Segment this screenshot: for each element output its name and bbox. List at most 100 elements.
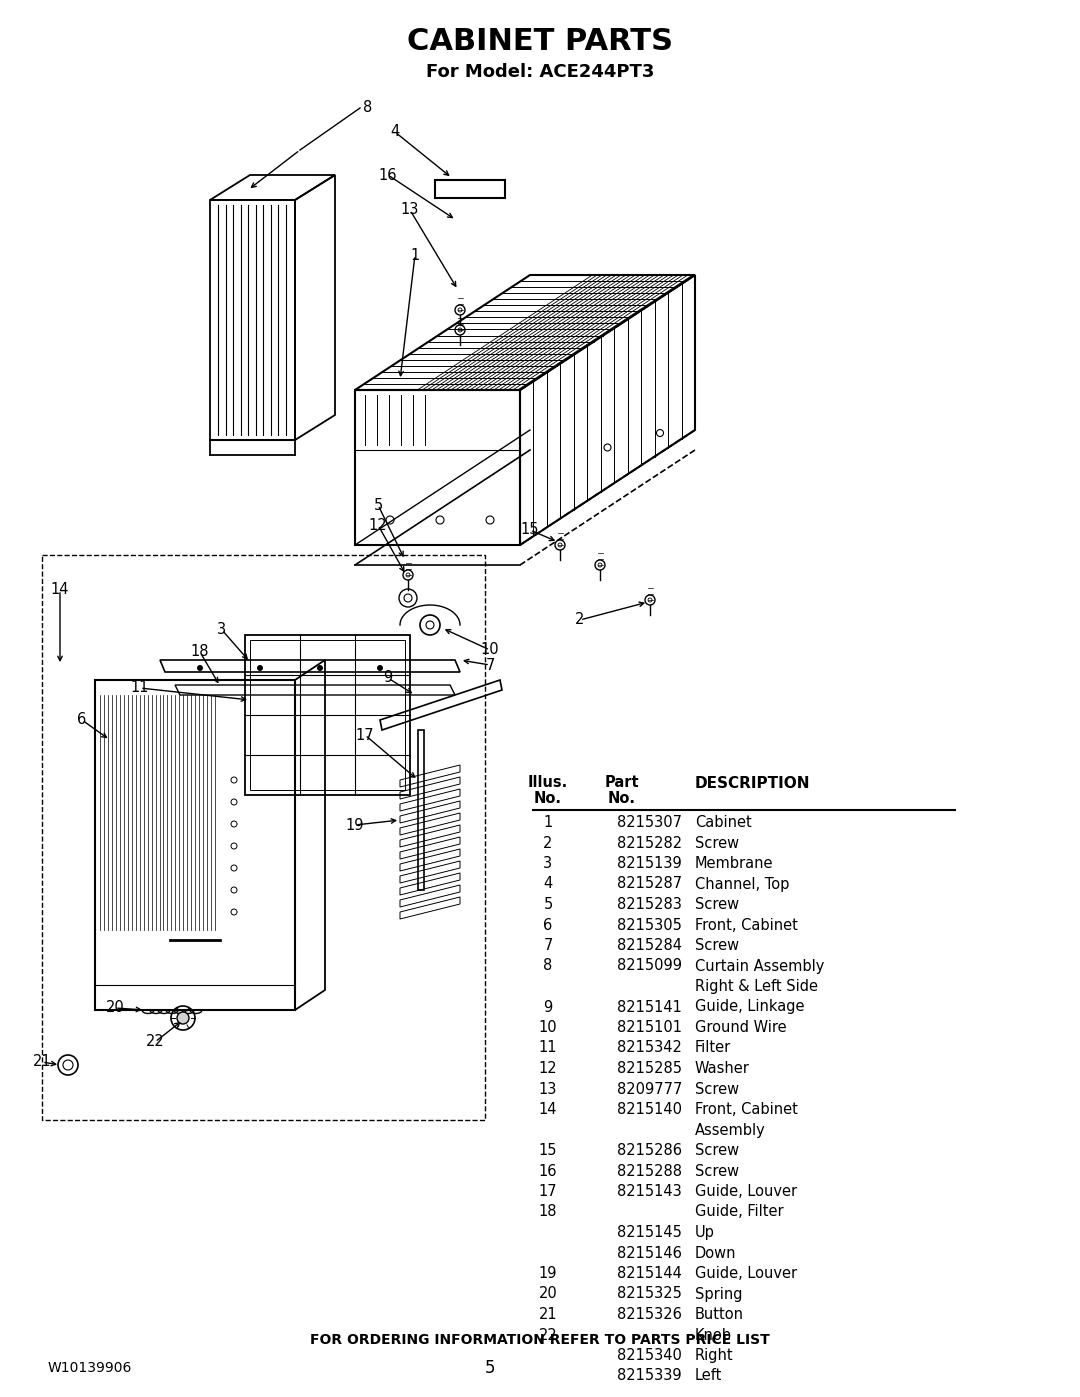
Text: Cabinet: Cabinet: [696, 814, 752, 830]
Circle shape: [377, 665, 383, 671]
Text: W10139906: W10139906: [48, 1361, 133, 1375]
Text: 7: 7: [543, 937, 553, 953]
Text: Guide, Louver: Guide, Louver: [696, 1266, 797, 1281]
Text: 8215325: 8215325: [617, 1287, 681, 1302]
Text: 4: 4: [390, 124, 400, 140]
Bar: [245, 636, 410, 795]
Text: 5: 5: [543, 897, 553, 912]
Text: 8215145: 8215145: [617, 1225, 681, 1241]
Text: Membrane: Membrane: [696, 856, 773, 870]
Text: 16: 16: [379, 168, 397, 183]
Text: 8215099: 8215099: [617, 958, 681, 974]
Text: 4: 4: [543, 876, 553, 891]
Text: No.: No.: [534, 791, 562, 806]
Circle shape: [406, 573, 410, 577]
Text: Right & Left Side: Right & Left Side: [696, 979, 818, 995]
Text: 8215144: 8215144: [617, 1266, 681, 1281]
Text: 8215286: 8215286: [617, 1143, 681, 1158]
Text: 8215342: 8215342: [617, 1041, 681, 1056]
Text: 8215283: 8215283: [617, 897, 681, 912]
Text: 7: 7: [485, 658, 495, 672]
Text: 12: 12: [368, 517, 388, 532]
Text: 8: 8: [363, 101, 373, 116]
Text: Guide, Louver: Guide, Louver: [696, 1185, 797, 1199]
Text: 18: 18: [539, 1204, 557, 1220]
Bar: [42, 555, 485, 1120]
Text: 5: 5: [374, 497, 382, 513]
Circle shape: [598, 563, 602, 567]
Text: No.: No.: [608, 791, 636, 806]
Text: 6: 6: [78, 712, 86, 728]
Text: 8215305: 8215305: [617, 918, 681, 933]
Text: Channel, Top: Channel, Top: [696, 876, 789, 891]
Text: FOR ORDERING INFORMATION REFER TO PARTS PRICE LIST: FOR ORDERING INFORMATION REFER TO PARTS …: [310, 1333, 770, 1347]
Text: 8215284: 8215284: [617, 937, 681, 953]
Text: CABINET PARTS: CABINET PARTS: [407, 28, 673, 56]
Text: Knob: Knob: [696, 1327, 732, 1343]
Text: 6: 6: [543, 918, 553, 933]
Text: 21: 21: [539, 1308, 557, 1322]
Text: 22: 22: [146, 1035, 164, 1049]
Text: 1: 1: [410, 247, 420, 263]
Text: 14: 14: [539, 1102, 557, 1118]
Text: 8215307: 8215307: [617, 814, 681, 830]
Text: 10: 10: [539, 1020, 557, 1035]
Text: 3: 3: [543, 856, 553, 870]
Text: 20: 20: [539, 1287, 557, 1302]
Text: Guide, Filter: Guide, Filter: [696, 1204, 784, 1220]
Text: 22: 22: [539, 1327, 557, 1343]
Text: Filter: Filter: [696, 1041, 731, 1056]
Text: Up: Up: [696, 1225, 715, 1241]
Text: 13: 13: [401, 203, 419, 218]
Text: Screw: Screw: [696, 937, 739, 953]
Circle shape: [458, 328, 462, 332]
Circle shape: [318, 665, 323, 671]
Text: 16: 16: [539, 1164, 557, 1179]
Text: 5: 5: [485, 1359, 496, 1377]
Text: Assembly: Assembly: [696, 1123, 766, 1137]
Text: Screw: Screw: [696, 835, 739, 851]
Text: 8215288: 8215288: [617, 1164, 681, 1179]
Text: 8215285: 8215285: [617, 1060, 681, 1076]
Text: 14: 14: [51, 583, 69, 598]
Text: 8215339: 8215339: [617, 1369, 681, 1383]
Text: Screw: Screw: [696, 897, 739, 912]
Text: 8215287: 8215287: [617, 876, 683, 891]
Text: Part: Part: [605, 775, 639, 789]
Text: 15: 15: [521, 522, 539, 538]
Text: 17: 17: [539, 1185, 557, 1199]
Text: 2: 2: [576, 612, 584, 627]
Text: Guide, Linkage: Guide, Linkage: [696, 999, 805, 1014]
Text: Down: Down: [696, 1246, 737, 1260]
Text: 20: 20: [106, 1000, 124, 1016]
Text: 8209777: 8209777: [617, 1081, 683, 1097]
Text: 8: 8: [543, 958, 553, 974]
Text: Right: Right: [696, 1348, 733, 1363]
Text: 11: 11: [131, 680, 149, 696]
Text: Left: Left: [696, 1369, 723, 1383]
Text: Illus.: Illus.: [528, 775, 568, 789]
Text: 2: 2: [543, 835, 553, 851]
Text: Button: Button: [696, 1308, 744, 1322]
Text: 8215141: 8215141: [617, 999, 681, 1014]
Text: 8215326: 8215326: [617, 1308, 681, 1322]
Text: 19: 19: [346, 817, 364, 833]
Text: Spring: Spring: [696, 1287, 743, 1302]
Text: Ground Wire: Ground Wire: [696, 1020, 786, 1035]
Text: 8215282: 8215282: [617, 835, 683, 851]
Text: Front, Cabinet: Front, Cabinet: [696, 1102, 798, 1118]
Text: DESCRIPTION: DESCRIPTION: [696, 775, 810, 791]
Circle shape: [648, 598, 652, 602]
Text: 13: 13: [539, 1081, 557, 1097]
Text: 9: 9: [383, 671, 393, 686]
Text: 8215140: 8215140: [617, 1102, 681, 1118]
Text: For Model: ACE244PT3: For Model: ACE244PT3: [426, 63, 654, 81]
Text: Screw: Screw: [696, 1143, 739, 1158]
Circle shape: [177, 1011, 189, 1024]
Bar: [249, 640, 405, 789]
Text: Curtain Assembly: Curtain Assembly: [696, 958, 824, 974]
Text: 1: 1: [543, 814, 553, 830]
Text: 11: 11: [539, 1041, 557, 1056]
Text: Washer: Washer: [696, 1060, 750, 1076]
Text: Screw: Screw: [696, 1164, 739, 1179]
